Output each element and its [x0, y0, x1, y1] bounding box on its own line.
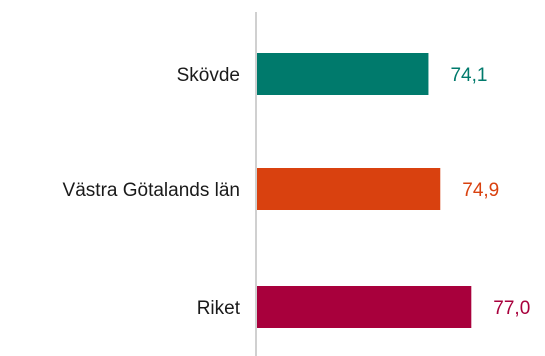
- value-label-0: 74,1: [450, 65, 487, 86]
- value-label-2: 77,0: [493, 298, 530, 319]
- bar-2: [257, 286, 472, 328]
- bars-group: Skövde 74,1 Västra Götalands län 74,9 Riket 7…: [63, 53, 530, 328]
- bar-0: [257, 53, 429, 95]
- category-label-1: Västra Götalands län: [63, 180, 240, 201]
- bar-1: [257, 168, 441, 210]
- value-label-1: 74,9: [462, 180, 499, 201]
- category-label-2: Riket: [197, 298, 241, 319]
- category-label-0: Skövde: [177, 65, 240, 86]
